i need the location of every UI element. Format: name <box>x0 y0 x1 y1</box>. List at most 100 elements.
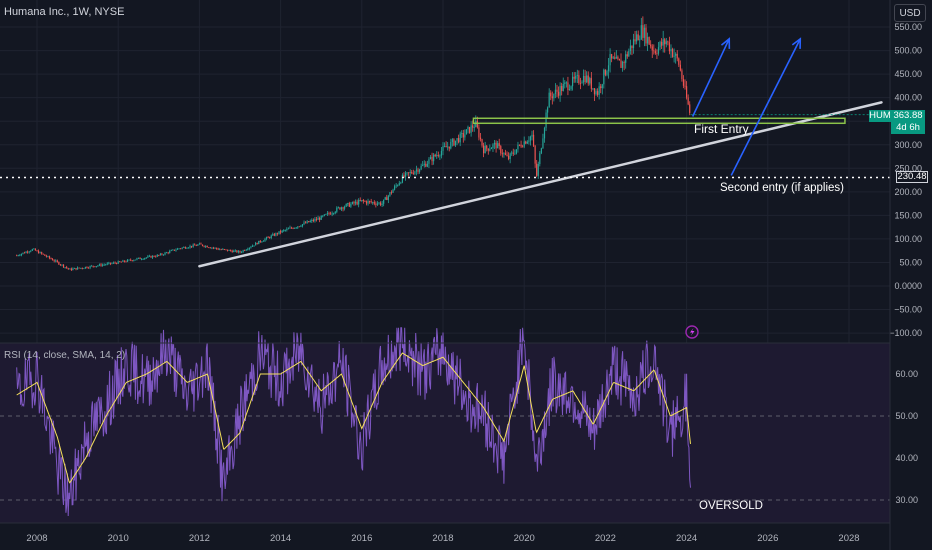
candle-up <box>148 255 151 257</box>
symbol-title[interactable]: Humana Inc., 1W, NYSE <box>4 6 125 18</box>
candle-up <box>465 129 468 135</box>
candle-up <box>186 248 188 249</box>
symbol-tag: HUM <box>869 110 891 122</box>
time-tick-label: 2028 <box>838 533 859 544</box>
candle-down <box>150 255 152 258</box>
candle-up <box>117 261 119 264</box>
candle-down <box>620 60 622 68</box>
candle-up <box>333 213 335 214</box>
price-tick-label: 550.00 <box>894 22 922 32</box>
candle-up <box>108 262 110 264</box>
candle-up <box>484 145 486 154</box>
candle-down <box>379 202 382 205</box>
candle-down <box>236 250 238 253</box>
second-entry-label: Second entry (if applies) <box>720 182 845 194</box>
candle-down <box>532 134 535 146</box>
candle-up <box>607 65 610 72</box>
candle-down <box>483 145 485 154</box>
candle-up <box>615 56 617 59</box>
candle-up <box>601 84 603 89</box>
candle-up <box>418 169 421 172</box>
candle-up <box>314 218 316 221</box>
candle-up <box>278 231 280 235</box>
candle-down <box>600 86 602 89</box>
candle-down <box>689 104 691 113</box>
candle-up <box>47 256 49 258</box>
candle-up <box>323 214 325 216</box>
candle-down <box>292 228 294 229</box>
time-tick-label: 2022 <box>595 533 616 544</box>
price-tick-label: 300.00 <box>894 140 922 150</box>
candle-up <box>178 248 180 250</box>
rsi-legend[interactable]: RSI (14, close, SMA, 14, 2) <box>4 350 126 361</box>
candle-up <box>503 153 505 155</box>
candle-down <box>62 264 65 268</box>
candle-up <box>128 259 130 261</box>
candle-up <box>381 203 383 205</box>
candle-down <box>23 252 26 254</box>
candle-up <box>528 140 530 142</box>
candle-up <box>89 265 91 268</box>
candle-up <box>404 172 407 177</box>
candle-up <box>28 251 30 253</box>
candle-up <box>442 146 444 151</box>
rsi-tick-label: 40.00 <box>895 453 918 463</box>
candle-up <box>197 244 199 246</box>
rsi-tick-label: 60.00 <box>895 369 918 379</box>
candle-down <box>676 53 678 59</box>
candle-down <box>365 201 368 204</box>
candle-up <box>662 39 664 46</box>
candle-down <box>223 249 225 250</box>
candle-down <box>498 143 500 147</box>
candle-up <box>646 37 649 44</box>
candle-down <box>370 201 372 203</box>
candle-up <box>397 185 399 187</box>
candle-down <box>130 259 132 261</box>
candle-down <box>567 82 569 90</box>
candle-up <box>189 245 191 248</box>
candle-up <box>554 89 557 95</box>
candle-up <box>214 247 216 249</box>
candle-up <box>258 240 260 245</box>
candle-down <box>308 221 310 223</box>
candle-up <box>565 82 567 84</box>
candle-down <box>139 257 141 260</box>
candle-up <box>317 218 319 220</box>
candle-up <box>514 153 516 155</box>
candle-down <box>359 200 361 201</box>
grid <box>0 0 890 523</box>
candle-up <box>595 91 597 95</box>
candle-down <box>217 248 219 250</box>
candle-up <box>548 92 550 108</box>
candle-up <box>294 227 296 229</box>
candle-down <box>70 268 72 271</box>
candle-up <box>101 264 104 266</box>
candle-down <box>611 54 613 59</box>
candle-down <box>412 173 414 175</box>
candle-down <box>16 255 18 257</box>
candle-down <box>239 250 241 253</box>
candle-down <box>312 219 314 221</box>
candle-down <box>180 248 182 250</box>
candle-up <box>344 206 346 209</box>
candle-down <box>155 256 157 258</box>
alert-icon[interactable] <box>685 325 699 339</box>
candle-down <box>614 57 616 59</box>
candle-down <box>686 86 688 98</box>
candle-down <box>678 58 680 65</box>
candle-up <box>251 245 254 247</box>
candle-down <box>319 218 321 220</box>
candle-down <box>201 244 204 246</box>
currency-button[interactable]: USD <box>894 4 926 22</box>
candle-up <box>275 233 277 236</box>
candle-up <box>389 192 391 196</box>
time-tick-label: 2026 <box>757 533 778 544</box>
candle-up <box>433 154 435 162</box>
candle-up <box>176 248 179 250</box>
candle-up <box>395 185 397 187</box>
candle-down <box>225 249 227 251</box>
candle-down <box>431 156 433 162</box>
candle-down <box>434 154 436 157</box>
